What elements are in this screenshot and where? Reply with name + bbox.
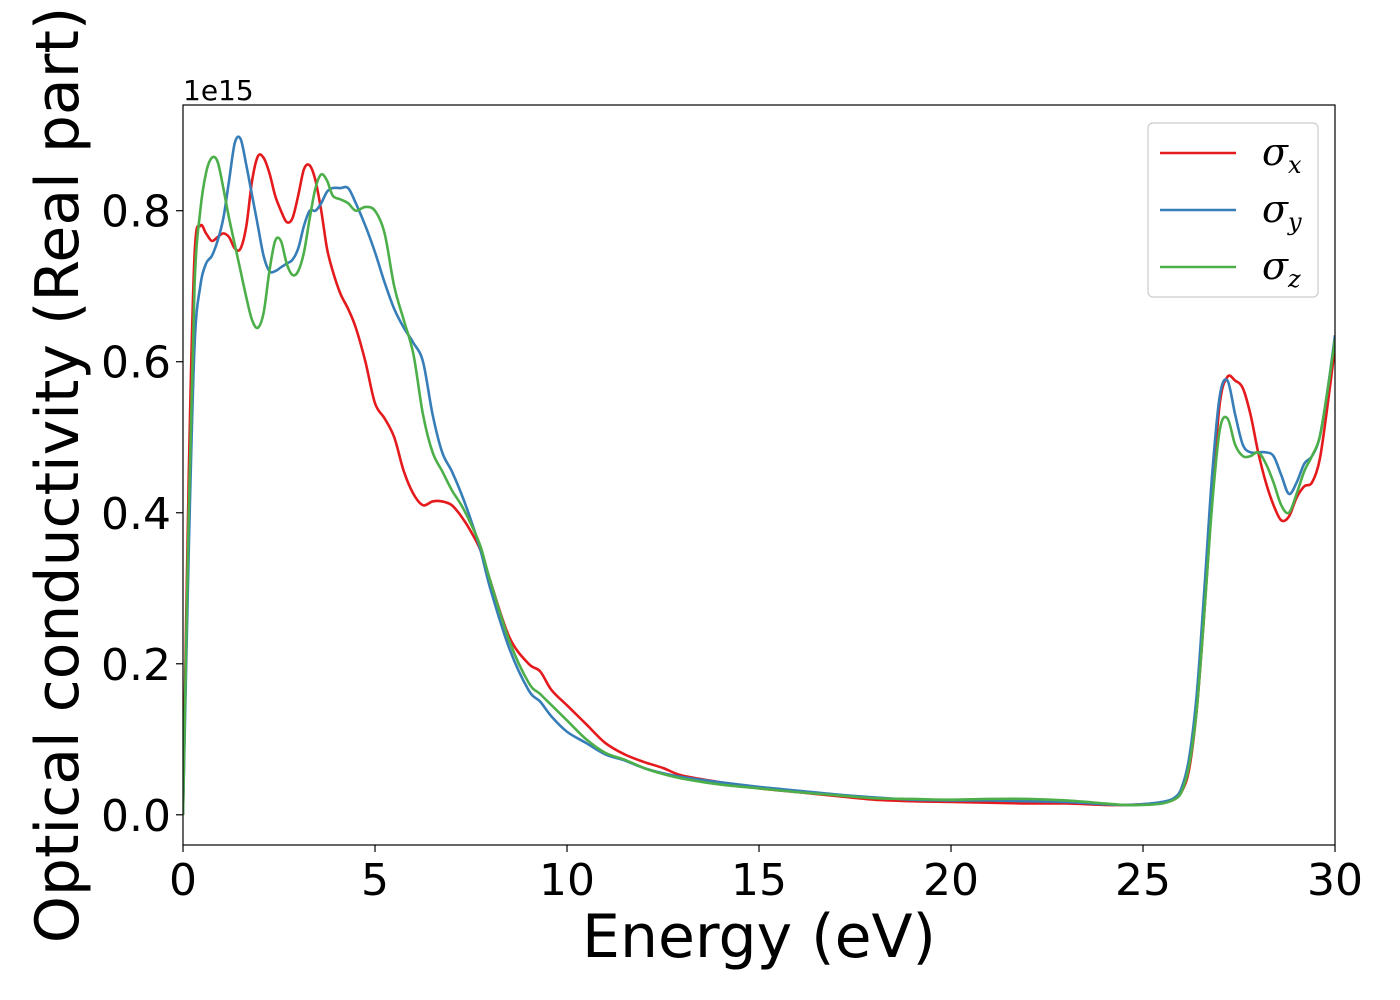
x-tick-label: 5 (361, 855, 389, 906)
x-tick-label: 0 (169, 855, 197, 906)
y-axis-title: Optical conductivity (Real part) (23, 7, 93, 944)
series-line-z (183, 155, 1335, 815)
y-tick-label: 0.4 (101, 489, 171, 540)
x-tick-label: 10 (539, 855, 595, 906)
y-axis: 0.0 0.2 0.4 0.6 0.8 (101, 187, 183, 842)
series-layer (183, 135, 1335, 815)
y-tick-label: 0.6 (101, 338, 171, 389)
y-tick-label: 0.0 (101, 791, 171, 842)
legend-label-x: σx (1262, 130, 1302, 179)
y-tick-label: 0.2 (101, 640, 171, 691)
x-tick-label: 20 (923, 855, 979, 906)
x-axis: 0 5 10 15 20 25 30 (169, 845, 1363, 906)
x-tick-label: 30 (1307, 855, 1363, 906)
x-tick-label: 25 (1115, 855, 1171, 906)
y-tick-label: 0.8 (101, 187, 171, 238)
x-axis-title: Energy (eV) (582, 902, 936, 972)
series-line-y (183, 135, 1335, 815)
y-offset-label: 1e15 (183, 74, 254, 107)
x-tick-label: 15 (731, 855, 787, 906)
